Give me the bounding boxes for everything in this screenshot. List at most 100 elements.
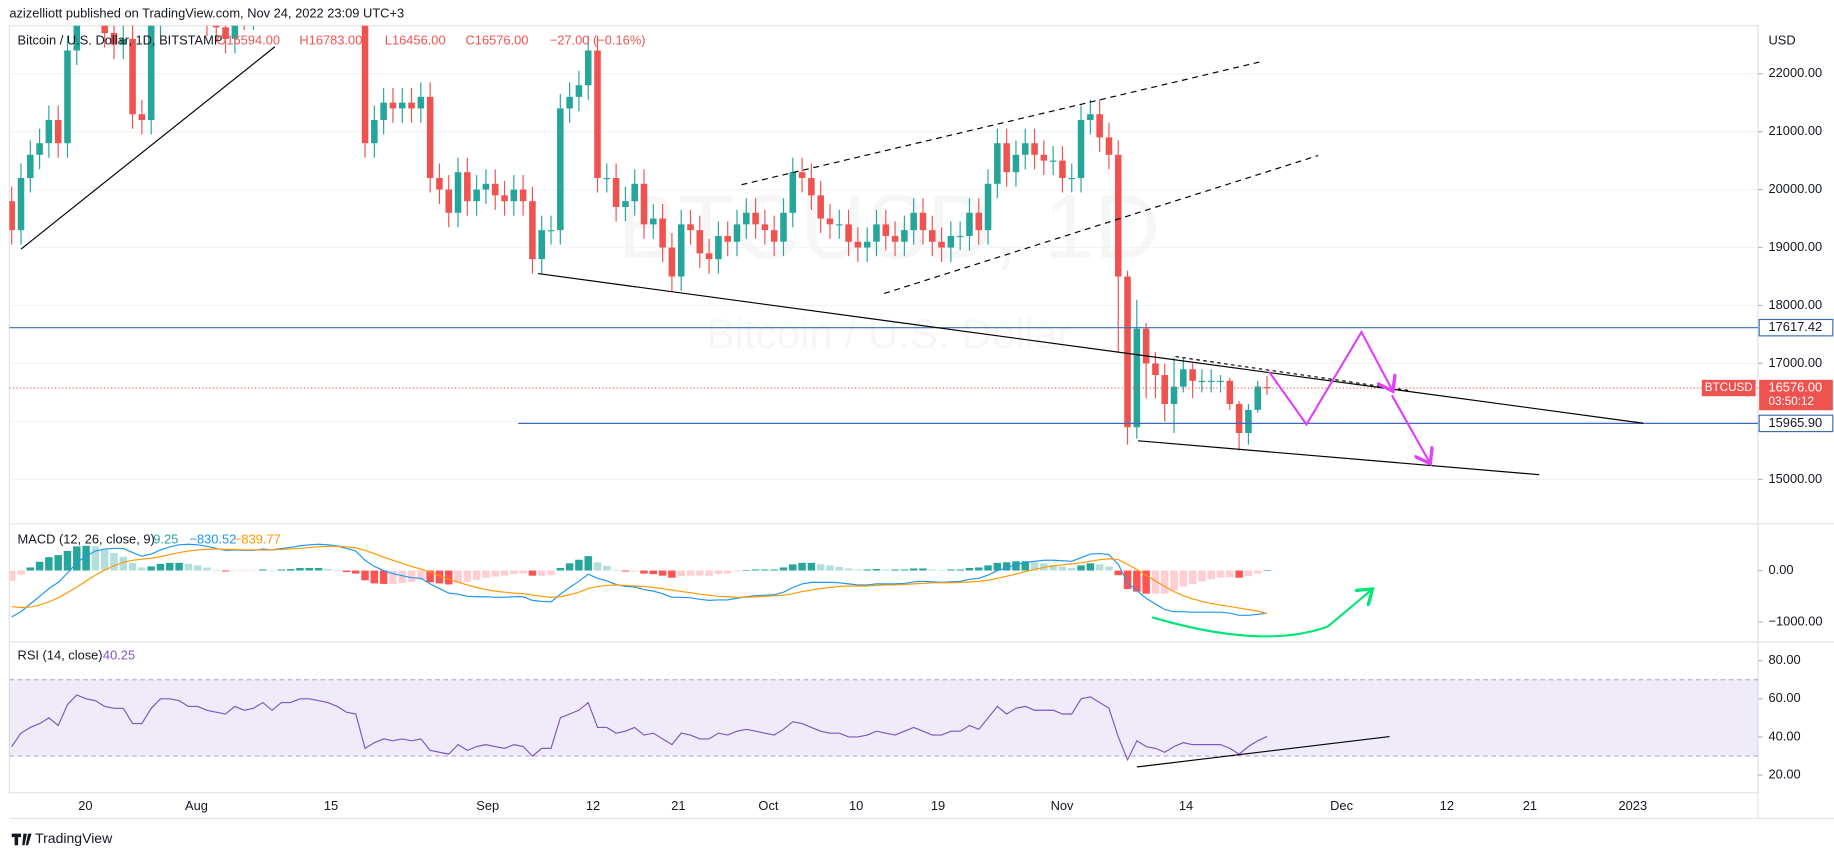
macd-histogram-bar (82, 545, 90, 571)
macd-histogram-bar (844, 568, 853, 571)
macd-histogram-bar (510, 570, 518, 575)
macd-histogram-bar (1142, 570, 1150, 594)
macd-histogram-bar (630, 570, 639, 572)
x-tick-label: Dec (1330, 798, 1353, 813)
channel-line (741, 61, 1260, 186)
rsi-legend: RSI (14, close) (18, 647, 103, 662)
candle-body (1114, 154, 1122, 277)
rsi-pane (9, 679, 1758, 762)
macd-histogram-bar (1049, 564, 1057, 571)
macd-histogram-bar (686, 570, 695, 576)
candle-body (436, 177, 443, 190)
macd-histogram-bar (175, 562, 183, 571)
macd-histogram-bar (203, 567, 211, 571)
macd-histogram-bar (603, 565, 611, 571)
candle-body (1198, 380, 1206, 383)
macd-histogram-bar (714, 570, 723, 575)
candle-body (27, 154, 34, 178)
candle-body (854, 241, 862, 248)
macd-histogram-bar (770, 569, 778, 571)
macd-histogram-bar (314, 567, 323, 571)
candle-body (808, 177, 815, 196)
macd-histogram-bar (1123, 570, 1132, 590)
price-line-label: 15965.90 (1769, 415, 1823, 430)
macd-histogram-bar (584, 556, 592, 571)
candle-body (901, 230, 908, 242)
candle-body (1189, 369, 1196, 381)
candle-body (1040, 154, 1048, 161)
price-line-badge (1758, 318, 1834, 337)
candle-body (1124, 276, 1131, 428)
symbol-badge (1701, 379, 1756, 397)
x-tick-label: 20 (78, 798, 92, 813)
macd-histogram-bar (751, 569, 760, 571)
candle-body (956, 235, 964, 238)
macd-histogram-bar (519, 570, 527, 574)
macd-histogram-bar (528, 570, 537, 576)
channel-line (884, 154, 1319, 295)
macd-legend: MACD (12, 26, close, 9) (18, 532, 155, 547)
macd-histogram-bar (491, 570, 499, 577)
candle-body (473, 189, 480, 202)
trend-line (537, 273, 1644, 424)
candle-body (557, 108, 564, 231)
candle-body (231, 25, 239, 39)
price-line-label: 17617.42 (1769, 319, 1823, 334)
candle-body (947, 235, 955, 248)
macd-arrow (1151, 590, 1371, 638)
candle-body (1142, 328, 1150, 364)
macd-histogram-bar (556, 567, 565, 571)
candle-body (64, 50, 71, 144)
macd-histogram-bar (742, 570, 751, 571)
candle-body (677, 224, 685, 277)
macd-histogram-bar (324, 568, 332, 571)
candle-body (882, 224, 890, 236)
candle-body (696, 230, 704, 254)
candle-body (668, 247, 676, 277)
y-tick-label: 80.00 (1769, 652, 1801, 667)
macd-histogram-bar (259, 569, 267, 571)
candle-body (83, 0, 90, 4)
candle-body (845, 224, 852, 242)
candle-body (836, 224, 843, 226)
macd-histogram-bar (965, 567, 974, 571)
candle-body (538, 230, 545, 260)
candle-body (1012, 154, 1020, 173)
projection-arrow (1390, 394, 1429, 462)
candle-body (212, 25, 220, 28)
macd-histogram-bar (426, 570, 434, 583)
chart-frame (8, 25, 1759, 794)
candle-body (1031, 143, 1038, 155)
macd-histogram-bar (1002, 562, 1011, 571)
candle-body (398, 102, 406, 109)
candle-body (1207, 380, 1215, 383)
y-tick-label: −1000.00 (1769, 613, 1823, 628)
macd-histogram-bar (909, 568, 918, 571)
macd-histogram-bar (184, 563, 193, 571)
macd-histogram-bar (854, 569, 862, 571)
candle-body (724, 235, 731, 242)
macd-histogram-bar (63, 550, 72, 571)
candle-body (1245, 409, 1252, 434)
macd-histogram-bar (612, 570, 620, 571)
x-tick-label: 15 (324, 798, 338, 813)
candle-body (659, 218, 666, 248)
candle-body (45, 120, 53, 144)
macd-histogram-bar (1068, 567, 1076, 571)
macd-histogram-bar (1077, 565, 1085, 571)
candle-body (147, 25, 155, 121)
candle-body (101, 25, 108, 34)
candle-body (36, 143, 43, 155)
x-tick-label: 12 (1440, 798, 1454, 813)
macd-histogram-bar (352, 570, 360, 574)
macd-histogram-bar (398, 570, 406, 583)
candle-body (687, 224, 694, 231)
candle-body (584, 50, 592, 86)
macd-histogram-bar (575, 559, 583, 571)
macd-histogram-bar (1114, 570, 1122, 576)
drawings (20, 46, 1644, 768)
y-tick-label: 20000.00 (1769, 181, 1823, 196)
macd-histogram-bar (1235, 570, 1243, 578)
x-tick-label: Oct (758, 798, 778, 813)
macd-histogram-bar (891, 569, 899, 571)
